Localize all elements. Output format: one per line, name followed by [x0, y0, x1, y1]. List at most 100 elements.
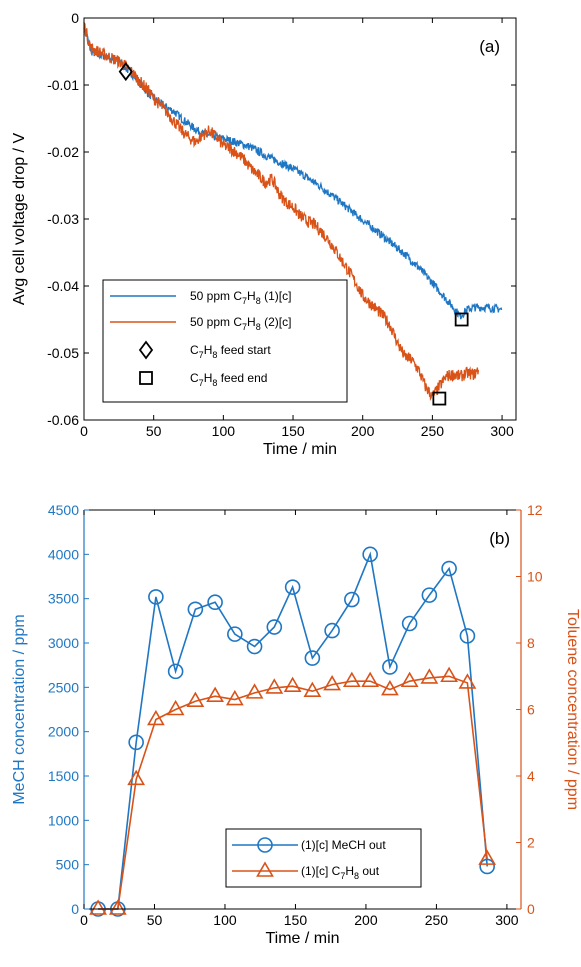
toluene-point [186, 691, 205, 707]
y-right-tick-label-b: 8 [527, 635, 535, 651]
legend-b: (1)[c] MeCH out (1)[c] C7H8 out [225, 828, 422, 888]
legend-marker-b [256, 861, 274, 877]
toluene-point [361, 671, 380, 688]
legend-label-b-part: H [345, 864, 354, 878]
y-left-tick-label-b: 4000 [48, 546, 79, 562]
y-tick-label-a: -0.03 [47, 211, 79, 227]
panel-b: 0 50 100 150 200 250 3000500100015002000250030… [11, 502, 581, 947]
x-tick-label-b: 200 [354, 912, 378, 928]
toluene-point [127, 769, 146, 786]
legend-label-a: 50 ppm C7H8 (2)[c] [190, 315, 291, 332]
legend-label-a-part: 7 [199, 350, 204, 360]
y-right-tick-label-b: 10 [527, 569, 543, 585]
y-left-tick-label-b: 3500 [48, 591, 79, 607]
y-right-tick-label-b: 0 [527, 901, 535, 917]
legend-label-a-part: 50 ppm C [190, 315, 242, 329]
toluene-point [420, 668, 439, 684]
series-line-a-1 [83, 23, 503, 320]
y-left-tick-label-b: 500 [56, 857, 80, 873]
legend-label-a: C7H8 feed start [190, 343, 271, 360]
toluene-point [400, 671, 419, 688]
mech-point [304, 650, 321, 666]
mech-point [362, 546, 378, 563]
panel-a: 0 50 100 150 200 250 300 0 -0.01 -0.02 -0.03 -0.04 -… [11, 10, 517, 458]
mech-point [207, 594, 223, 611]
toluene-point [381, 679, 399, 696]
series-line-a-2 [83, 21, 480, 402]
legend-label-b-part: (1)[c] C [301, 864, 341, 878]
y-right-tick-label-b: 2 [527, 835, 535, 851]
x-axis-label-a: Time / min [263, 441, 337, 458]
legend-label-b-part: 8 [354, 871, 359, 881]
toluene-point [478, 849, 497, 865]
mech-point [128, 734, 144, 751]
x-tick-label-a: 150 [281, 423, 305, 439]
y-right-tick-label-b: 6 [527, 702, 535, 718]
legend-label-a-part: 8 [212, 378, 217, 388]
y-tick-label-a: -0.02 [47, 144, 79, 160]
feed-end-marker [432, 391, 447, 406]
x-tick-label-b: 100 [213, 912, 237, 928]
legend-label-a-part: (1)[c] [261, 289, 292, 303]
legend-box-b [225, 828, 422, 888]
mech-point [187, 601, 204, 618]
legend-label-b: (1)[c] MeCH out [301, 838, 386, 852]
legend-label-a-part: 50 ppm C [190, 289, 242, 303]
y-right-tick-label-b: 12 [527, 502, 543, 518]
legend-label-a-part: C [190, 343, 199, 357]
legend-label-a-part: H [204, 343, 213, 357]
mech-point [284, 579, 301, 595]
toluene-point [458, 673, 477, 689]
y-left-tick-label-b: 0 [71, 901, 79, 917]
legend-label-b-part: 7 [340, 871, 345, 881]
y-left-tick-label-b: 4500 [48, 502, 79, 518]
y-right-axis-label-b: Toluene concentration / ppm [564, 609, 581, 810]
x-tick-label-b: 50 [147, 912, 163, 928]
y-left-tick-label-b: 1500 [48, 768, 79, 784]
y-tick-label-a: -0.05 [47, 345, 79, 361]
mech-point [167, 663, 184, 680]
mech-point [421, 587, 438, 603]
legend-label-a-part: 7 [199, 378, 204, 388]
feed-end-marker [454, 312, 469, 327]
legend-label-b: (1)[c] C7H8 out [301, 864, 380, 881]
y-left-tick-label-b: 3000 [48, 635, 79, 651]
toluene-point [225, 689, 244, 706]
legend-label-a-part: 8 [256, 322, 261, 332]
legend-marker-b [257, 837, 273, 853]
toluene-point [206, 686, 224, 703]
legend-label-a-part: H [247, 289, 256, 303]
toluene-point [303, 681, 322, 698]
mech-point [227, 626, 243, 642]
x-tick-label-a: 300 [490, 423, 514, 439]
legend-label-a-part: (2)[c] [261, 315, 292, 329]
legend-label-a-part: 8 [256, 296, 261, 306]
legend-label-a-part: H [204, 371, 213, 385]
toluene-point [108, 899, 127, 915]
mech-point [459, 628, 476, 644]
toluene-point [283, 676, 302, 693]
y-right-tick-label-b: 4 [527, 768, 535, 784]
legend-label-b-part: (1)[c] MeCH out [301, 838, 386, 852]
y-tick-label-a: -0.04 [47, 278, 79, 294]
toluene-point [89, 899, 107, 915]
panel-label-b: (b) [489, 529, 510, 548]
x-tick-label-a: 100 [212, 423, 236, 439]
toluene-point [166, 699, 185, 716]
mech-point [266, 619, 283, 635]
legend-a: 50 ppm C7H8 (1)[c]50 ppm C7H8 (2)[c]C7H8… [102, 279, 348, 403]
x-tick-label-b: 0 [80, 912, 88, 928]
legend-label-a-part: 7 [242, 296, 247, 306]
y-tick-label-a: -0.01 [47, 77, 79, 93]
x-tick-label-b: 150 [284, 912, 308, 928]
legend-label-b-part: out [359, 864, 380, 878]
x-tick-label-b: 250 [425, 912, 449, 928]
toluene-point [147, 709, 165, 726]
toluene-point [245, 683, 264, 699]
legend-label-a: 50 ppm C7H8 (1)[c] [190, 289, 291, 306]
mech-point [148, 589, 164, 605]
mech-point [344, 591, 360, 608]
y-tick-label-a: 0 [71, 10, 79, 26]
